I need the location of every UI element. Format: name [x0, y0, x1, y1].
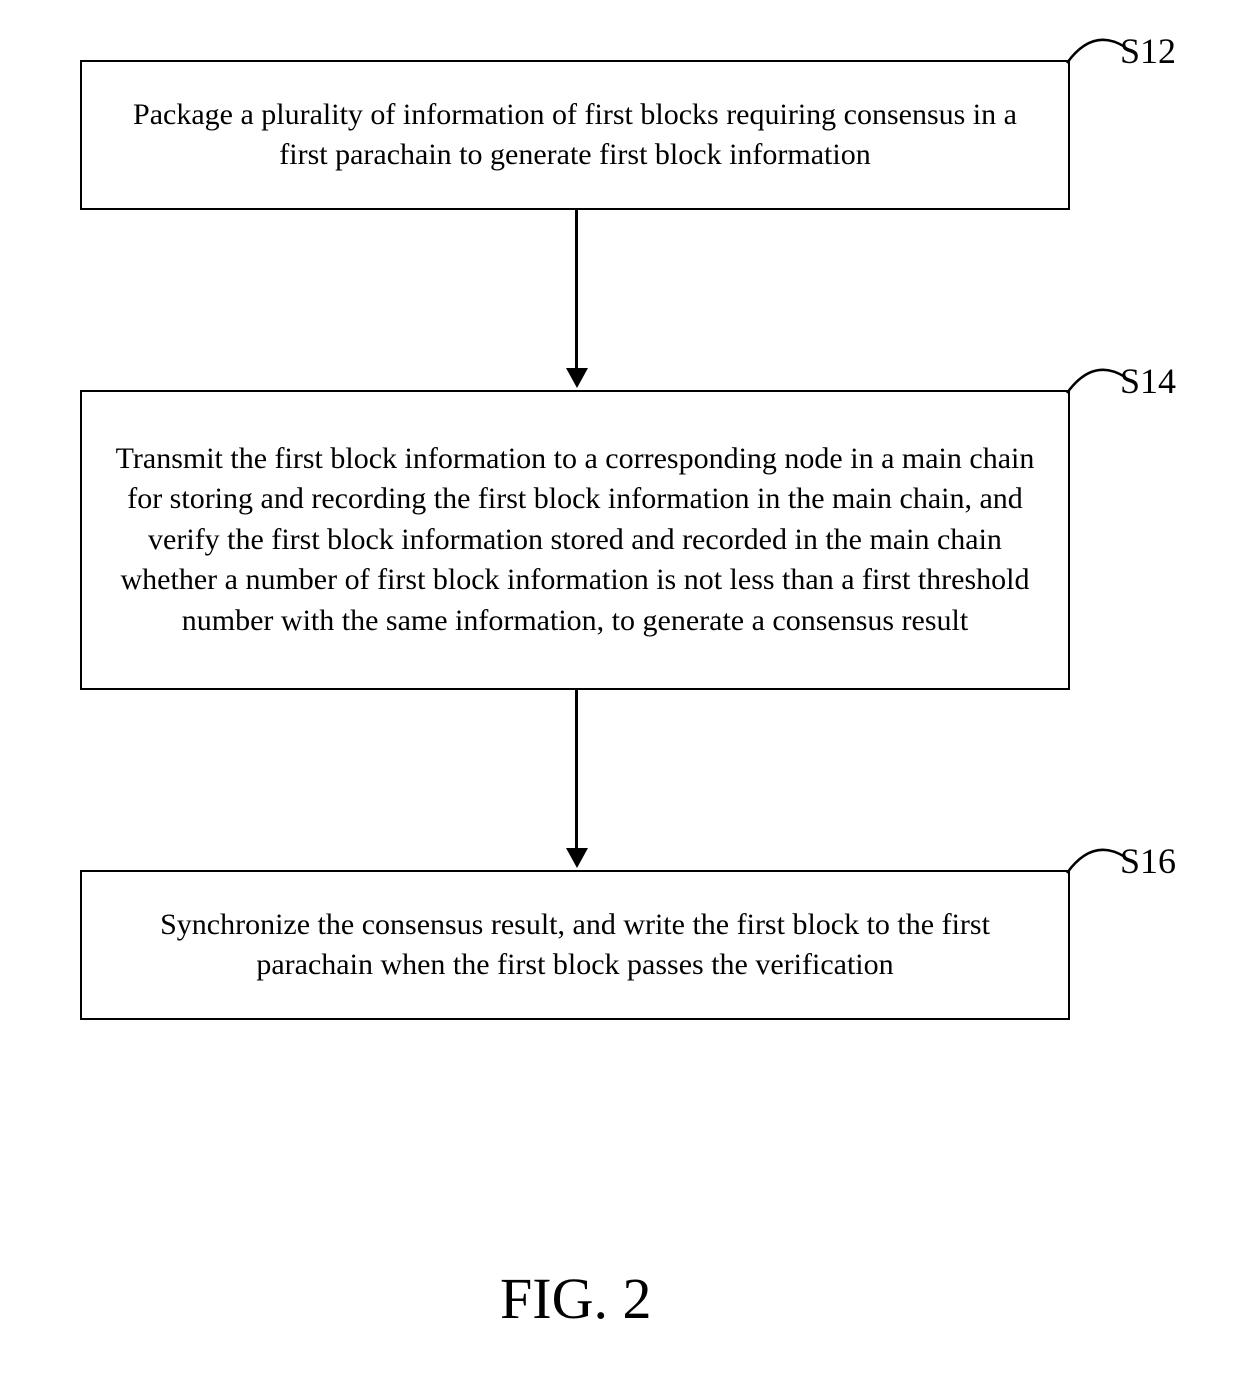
arrow-s12-s14 [575, 210, 578, 370]
figure-caption: FIG. 2 [500, 1265, 651, 1332]
arrow-s14-s16 [575, 690, 578, 850]
step-label-s14: S14 [1120, 360, 1176, 402]
flowchart-node-s14: Transmit the first block information to … [80, 390, 1070, 690]
arrow-head-s12-s14 [566, 368, 588, 388]
flowchart-node-s12: Package a plurality of information of fi… [80, 60, 1070, 210]
flowchart-node-s16: Synchronize the consensus result, and wr… [80, 870, 1070, 1020]
step-label-s12: S12 [1120, 30, 1176, 72]
flowchart-node-s16-text: Synchronize the consensus result, and wr… [110, 905, 1040, 986]
flowchart-node-s14-text: Transmit the first block information to … [110, 439, 1040, 642]
flowchart-canvas: Package a plurality of information of fi… [0, 0, 1240, 1385]
step-label-s16: S16 [1120, 840, 1176, 882]
arrow-head-s14-s16 [566, 848, 588, 868]
flowchart-node-s12-text: Package a plurality of information of fi… [110, 95, 1040, 176]
